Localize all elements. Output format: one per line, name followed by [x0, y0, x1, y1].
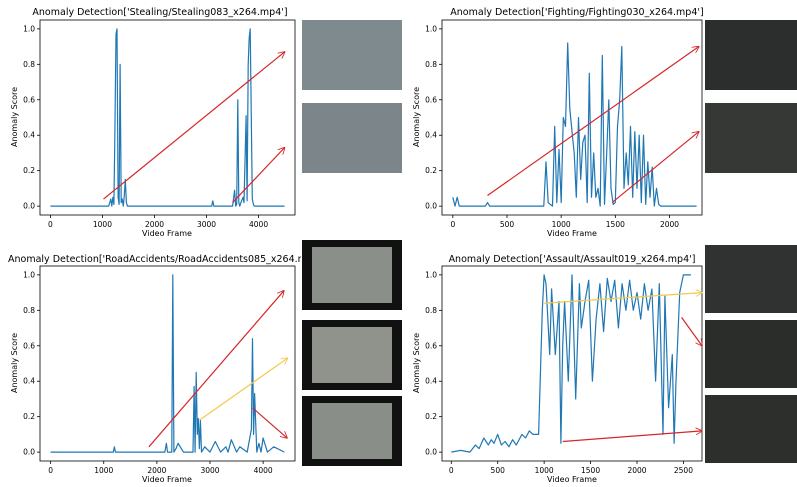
y-tick-label: 0.2: [23, 412, 35, 421]
red-arrow: [611, 132, 699, 204]
anomaly-score-line: [452, 42, 697, 207]
red-arrow: [103, 52, 284, 200]
chart-panel-stealing: Anomaly Detection['Stealing/Stealing083_…: [10, 7, 402, 238]
y-tick-label: 1.0: [425, 24, 437, 33]
anomaly-score-line: [451, 274, 691, 453]
plot-content: 0 500 1000 1500 2000 2500 0.0 0.2 0.4 0.6 0.8 1.0: [425, 270, 702, 475]
y-tick-label: 0.4: [23, 377, 35, 386]
thumbnail-frames: [705, 20, 797, 173]
y-tick-label: 0.6: [425, 95, 437, 104]
video-frame-thumbnail: [705, 103, 797, 173]
video-frame-thumbnail: [705, 245, 797, 313]
chart-title: Anomaly Detection['Assault/Assault019_x2…: [449, 254, 696, 265]
anomaly-score-line: [50, 28, 285, 207]
yellow-arrow: [199, 358, 287, 421]
y-axis-label: Anomaly Score: [412, 333, 421, 393]
y-tick-label: 0.8: [425, 306, 437, 315]
y-tick-label: 1.0: [23, 270, 35, 279]
thumbnail-frames: [705, 245, 797, 463]
y-tick-label: 0.6: [425, 341, 437, 350]
x-tick-label: 1000: [552, 220, 571, 229]
x-tick-label: 1000: [93, 220, 112, 229]
plot-area: [39, 19, 296, 216]
plot-content: 0 1000 2000 3000 4000 0.0 0.2 0.4 0.6 0.8 1.0: [23, 270, 288, 475]
video-frame-thumbnail: [705, 395, 797, 463]
plot-content: 0 500 1000 1500 2000 0.0 0.2 0.4 0.6 0.8 1.0: [425, 24, 699, 229]
x-tick-label: 500: [500, 220, 515, 229]
y-tick-label: 0.0: [23, 448, 35, 457]
video-frame-thumbnail: [302, 20, 402, 90]
x-tick-label: 0: [450, 220, 455, 229]
red-arrow: [148, 291, 284, 448]
chart-panel-roadaccidents: Anomaly Detection['RoadAccidents/RoadAcc…: [8, 240, 402, 484]
y-tick-label: 1.0: [23, 24, 35, 33]
chart-panel-assault: Anomaly Detection['Assault/Assault019_x2…: [412, 245, 797, 484]
y-axis-label: Anomaly Score: [412, 87, 421, 147]
plot-area: [441, 19, 703, 216]
x-tick-label: 4000: [249, 220, 268, 229]
y-tick-label: 0.2: [23, 166, 35, 175]
x-tick-label: 2000: [147, 466, 166, 475]
chart-panel-fighting: Anomaly Detection['Fighting/Fighting030_…: [412, 7, 797, 238]
x-tick-label: 0: [48, 466, 53, 475]
y-tick-label: 1.0: [425, 270, 437, 279]
y-tick-label: 0.2: [425, 412, 437, 421]
y-axis-label: Anomaly Score: [10, 333, 19, 393]
y-tick-label: 0.0: [23, 202, 35, 211]
video-frame-thumbnail: [312, 247, 392, 303]
y-tick-label: 0.8: [425, 60, 437, 69]
red-arrow: [252, 407, 288, 438]
y-tick-label: 0.0: [425, 448, 437, 457]
video-frame-thumbnail: [302, 103, 402, 173]
y-tick-label: 0.0: [425, 202, 437, 211]
x-tick-label: 1000: [535, 466, 554, 475]
yellow-arrow: [544, 293, 702, 304]
y-tick-label: 0.4: [23, 131, 35, 140]
x-tick-label: 2000: [627, 466, 646, 475]
plot-content: 0 1000 2000 3000 4000 0.0 0.2 0.4 0.6 0.8 1.0: [23, 24, 285, 229]
video-frame-thumbnail: [705, 320, 797, 388]
x-axis-label: Video Frame: [142, 229, 192, 238]
x-tick-label: 1500: [581, 466, 600, 475]
x-axis-label: Video Frame: [547, 475, 597, 484]
chart-title: Anomaly Detection['Fighting/Fighting030_…: [450, 7, 703, 18]
thumbnail-frames: [302, 240, 402, 466]
x-tick-label: 1500: [606, 220, 625, 229]
y-axis-label: Anomaly Score: [10, 87, 19, 147]
thumbnail-frames: [302, 20, 402, 173]
y-tick-label: 0.4: [425, 131, 437, 140]
x-tick-label: 0: [48, 220, 53, 229]
x-tick-label: 3000: [200, 466, 219, 475]
y-tick-label: 0.8: [23, 306, 35, 315]
x-tick-label: 2500: [674, 466, 693, 475]
x-tick-label: 1000: [94, 466, 113, 475]
x-axis-label: Video Frame: [547, 229, 597, 238]
video-frame-thumbnail: [705, 20, 797, 90]
y-tick-label: 0.4: [425, 377, 437, 386]
red-arrow: [487, 47, 699, 196]
x-tick-label: 0: [449, 466, 454, 475]
y-tick-label: 0.8: [23, 60, 35, 69]
video-frame-thumbnail: [312, 327, 392, 383]
x-tick-label: 2000: [145, 220, 164, 229]
video-frame-thumbnail: [312, 403, 392, 459]
chart-title: Anomaly Detection['Stealing/Stealing083_…: [32, 7, 287, 18]
anomaly-score-line: [50, 274, 285, 453]
plot-area: [39, 265, 296, 462]
chart-title: Anomaly Detection['RoadAccidents/RoadAcc…: [8, 254, 325, 265]
plot-area: [441, 265, 703, 462]
x-tick-label: 3000: [197, 220, 216, 229]
red-arrow: [232, 148, 285, 204]
x-tick-label: 500: [491, 466, 506, 475]
y-tick-label: 0.2: [425, 166, 437, 175]
y-tick-label: 0.6: [23, 95, 35, 104]
red-arrow: [681, 317, 702, 345]
x-tick-label: 2000: [660, 220, 679, 229]
x-axis-label: Video Frame: [142, 475, 192, 484]
x-tick-label: 4000: [254, 466, 273, 475]
y-tick-label: 0.6: [23, 341, 35, 350]
red-arrow: [562, 431, 702, 443]
